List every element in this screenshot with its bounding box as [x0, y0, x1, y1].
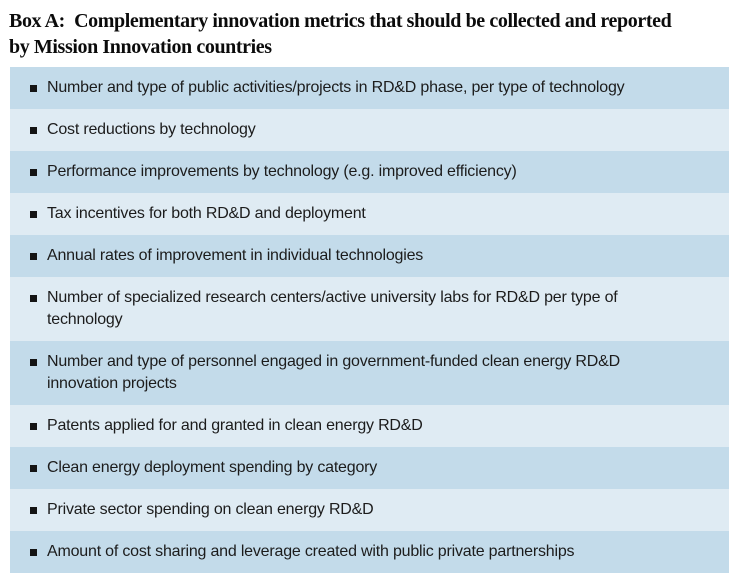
list-item: Performance improvements by technology (…	[10, 151, 729, 193]
list-item: Annual rates of improvement in individua…	[10, 235, 729, 277]
list-item-text: Amount of cost sharing and leverage crea…	[47, 543, 575, 560]
list-item-text: Number and type of public activities/pro…	[47, 79, 625, 96]
list-item: Number of specialized research centers/a…	[10, 277, 729, 341]
square-bullet-icon	[30, 507, 37, 514]
square-bullet-icon	[30, 169, 37, 176]
list-item-text: Tax incentives for both RD&D and deploym…	[47, 205, 366, 222]
metrics-list: Number and type of public activities/pro…	[10, 67, 729, 573]
square-bullet-icon	[30, 465, 37, 472]
list-item: Number and type of personnel engaged in …	[10, 341, 729, 405]
square-bullet-icon	[30, 549, 37, 556]
list-item-text: Performance improvements by technology (…	[47, 163, 517, 180]
list-item-text: Number and type of personnel engaged in …	[47, 353, 620, 392]
box-title: Box A: Complementary innovation metrics …	[9, 6, 728, 67]
list-item-text: Private sector spending on clean energy …	[47, 501, 374, 518]
list-item-text: Number of specialized research centers/a…	[47, 289, 618, 328]
list-item-text: Annual rates of improvement in individua…	[47, 247, 424, 264]
square-bullet-icon	[30, 211, 37, 218]
square-bullet-icon	[30, 253, 37, 260]
list-item: Amount of cost sharing and leverage crea…	[10, 531, 729, 573]
list-item-text: Clean energy deployment spending by cate…	[47, 459, 378, 476]
list-item: Tax incentives for both RD&D and deploym…	[10, 193, 729, 235]
list-item: Cost reductions by technology	[10, 109, 729, 151]
list-item: Private sector spending on clean energy …	[10, 489, 729, 531]
list-item-text: Patents applied for and granted in clean…	[47, 417, 423, 434]
box-title-line2: by Mission Innovation countries	[9, 36, 272, 58]
list-item-text: Cost reductions by technology	[47, 121, 256, 138]
square-bullet-icon	[30, 85, 37, 92]
box-title-line1: Box A: Complementary innovation metrics …	[9, 10, 672, 32]
square-bullet-icon	[30, 423, 37, 430]
list-item: Patents applied for and granted in clean…	[10, 405, 729, 447]
square-bullet-icon	[30, 295, 37, 302]
list-item: Number and type of public activities/pro…	[10, 67, 729, 109]
square-bullet-icon	[30, 127, 37, 134]
square-bullet-icon	[30, 359, 37, 366]
list-item: Clean energy deployment spending by cate…	[10, 447, 729, 489]
